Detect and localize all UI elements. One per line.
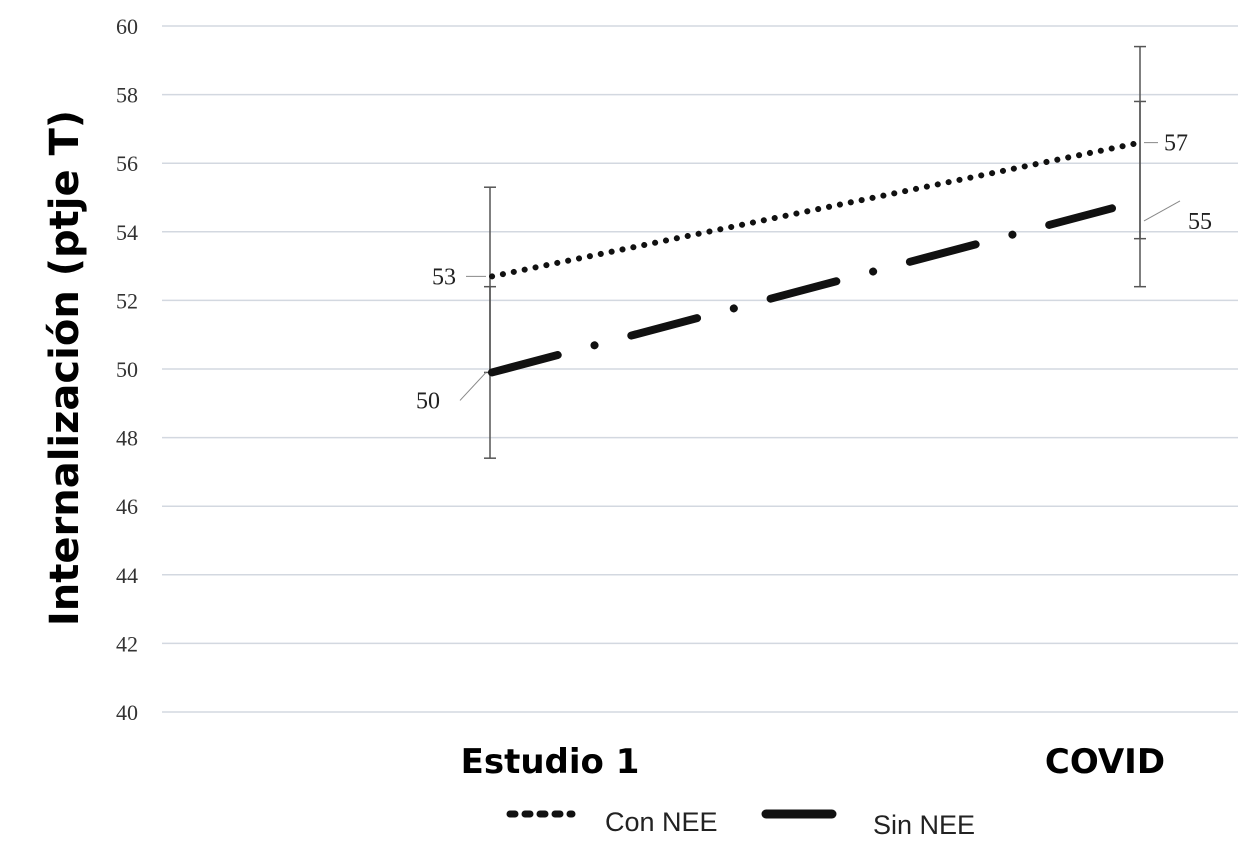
y-tick-label: 56 [116,151,138,176]
error-bars [484,45,1146,459]
legend-label-con-nee: Con NEE [605,807,718,837]
y-tick-label: 46 [116,494,138,519]
series-line-con-nee [489,140,1139,280]
data-label: 57 [1164,131,1188,157]
y-tick-label: 58 [116,83,138,108]
y-tick-label: 48 [116,426,138,451]
gridlines [162,25,1238,713]
x-category-label: COVID [1045,742,1165,782]
legend: Con NEE Sin NEE [506,807,975,840]
data-label-leader [1143,200,1181,222]
data-label: 55 [1188,209,1212,235]
data-label: 53 [432,264,456,290]
y-tick-label: 40 [116,700,138,725]
y-tick-label: 54 [116,220,138,245]
y-tick-label: 60 [116,14,138,39]
y-tick-label: 42 [116,631,138,656]
y-axis-ticks: 40 42 44 46 48 50 52 54 56 58 60 [116,14,138,725]
data-labels: 53 57 50 55 [416,131,1212,415]
series-lines [488,140,1139,377]
series-line-sin-nee [488,204,1116,377]
y-tick-label: 52 [116,288,138,313]
y-tick-label: 50 [116,357,138,382]
x-category-label: Estudio 1 [461,742,640,782]
legend-label-sin-nee: Sin NEE [873,810,975,840]
data-label-leader [459,372,487,401]
y-tick-label: 44 [116,563,138,588]
data-label: 50 [416,388,440,414]
y-axis-label: Internalización (ptje T) [42,110,88,626]
x-axis-categories: Estudio 1 COVID [461,742,1165,782]
